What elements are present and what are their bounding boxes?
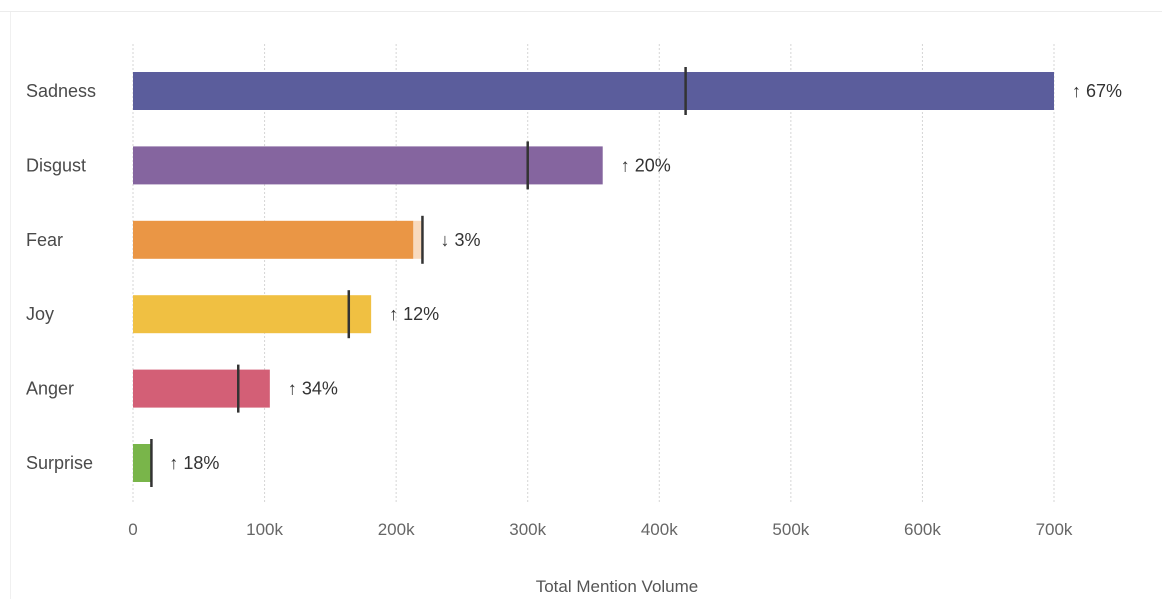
bars: Sadness ↑ 67% Disgust ↑ 20% Fear ↓ 3% Joy ↑ 12%… — [26, 67, 1122, 487]
x-tick-label: 200k — [378, 520, 415, 539]
x-axis-ticks: 0 100k 200k 300k 400k 500k 600k 700k — [128, 520, 1073, 539]
bar — [133, 369, 270, 408]
x-tick-label: 700k — [1036, 520, 1073, 539]
bar — [133, 295, 372, 334]
x-tick-label: 0 — [128, 520, 137, 539]
bar — [133, 146, 603, 185]
change-label: ↑ 34% — [288, 379, 338, 399]
category-label: Surprise — [26, 453, 93, 473]
decrease-gap — [413, 220, 423, 259]
bar — [133, 444, 152, 482]
category-label: Sadness — [26, 81, 96, 101]
category-label: Fear — [26, 230, 63, 250]
x-tick-label: 500k — [772, 520, 809, 539]
x-axis-title: Total Mention Volume — [536, 577, 699, 596]
gridlines — [132, 44, 1055, 504]
x-tick-label: 600k — [904, 520, 941, 539]
change-label: ↑ 12% — [389, 304, 439, 324]
change-label: ↑ 67% — [1072, 81, 1122, 101]
category-label: Joy — [26, 304, 54, 324]
x-tick-label: 300k — [509, 520, 546, 539]
panel-top-border — [0, 11, 1162, 12]
category-label: Disgust — [26, 155, 86, 175]
x-tick-label: 400k — [641, 520, 678, 539]
change-label: ↑ 20% — [621, 155, 671, 175]
panel-left-border — [10, 12, 11, 599]
bar — [133, 220, 414, 259]
change-label: ↑ 18% — [169, 453, 219, 473]
bar — [133, 72, 1054, 110]
change-label: ↓ 3% — [440, 230, 480, 250]
x-tick-label: 100k — [246, 520, 283, 539]
category-label: Anger — [26, 379, 74, 399]
